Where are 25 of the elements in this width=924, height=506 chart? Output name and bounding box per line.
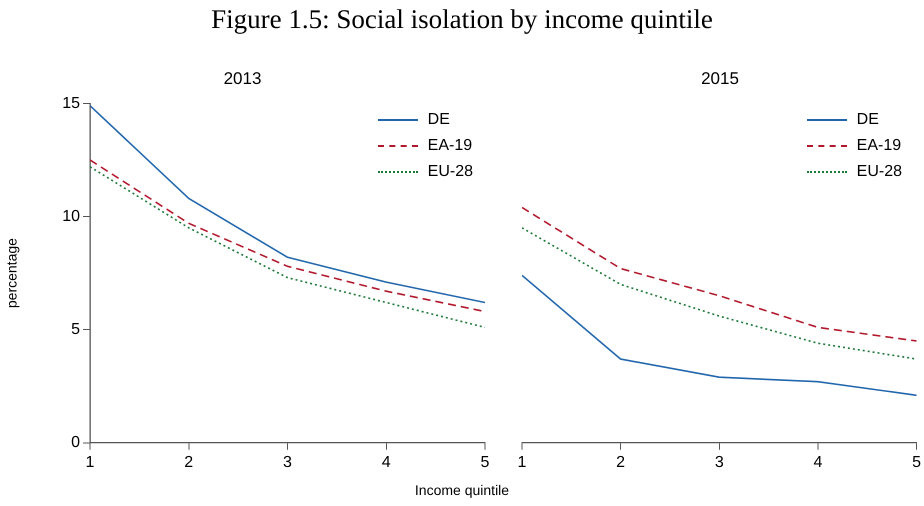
legend-label: EA-19: [856, 136, 902, 156]
legend-label: EU-28: [856, 162, 902, 182]
x-tick-label: 1: [86, 454, 95, 471]
x-tick-label: 4: [382, 454, 391, 471]
x-tick-label: 2: [616, 454, 626, 471]
x-tick-label: 3: [283, 454, 292, 471]
y-tick-label: 0: [71, 434, 80, 452]
x-tick-label: 5: [912, 454, 922, 471]
x-tick-label: 2: [184, 454, 194, 471]
x-tick-label: 4: [813, 454, 822, 471]
chart-title: 2013: [224, 68, 262, 88]
chart-title: 2015: [701, 68, 739, 88]
x-tick-label: 3: [714, 454, 724, 471]
y-tick-label: 5: [71, 321, 80, 338]
legend-label: EA-19: [428, 136, 472, 156]
legend-label: DE: [856, 110, 879, 130]
x-tick-label: 5: [480, 454, 490, 471]
y-tick-label: 10: [62, 208, 80, 225]
x-axis-title: Income quintile: [414, 482, 510, 498]
y-axis-title: percentage: [3, 238, 20, 308]
legend-label: DE: [428, 110, 450, 130]
x-tick-label: 1: [518, 454, 527, 471]
y-tick-label: 15: [62, 94, 80, 112]
caption: Figure 1.5: Social isolation by income quintile: [210, 4, 714, 35]
legend-label: EU-28: [428, 162, 473, 182]
